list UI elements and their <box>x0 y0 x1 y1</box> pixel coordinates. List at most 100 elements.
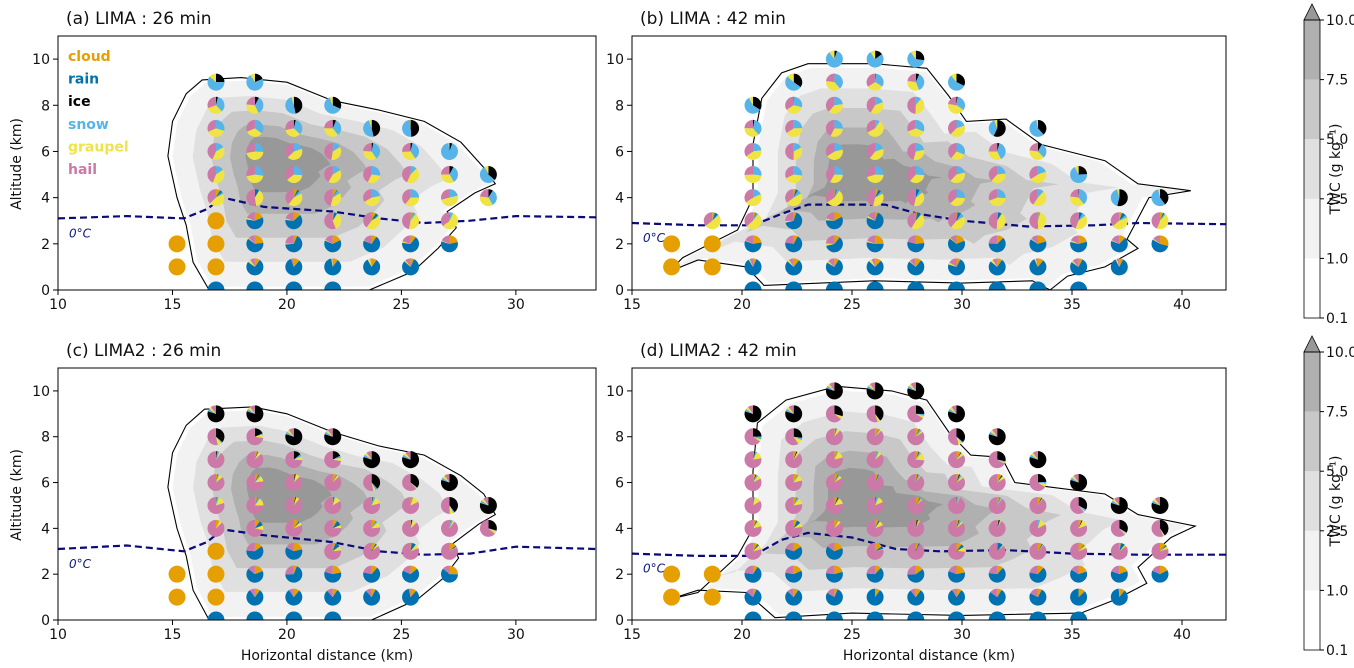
hydrometeor-pie <box>207 611 225 620</box>
hydrometeor-pie <box>825 50 843 68</box>
hydrometeor-pie <box>988 142 1006 160</box>
hydrometeor-pie <box>1070 474 1088 492</box>
hydrometeor-pie <box>1029 166 1047 184</box>
hydrometeor-pie <box>988 496 1006 514</box>
hydrometeor-pie <box>363 142 381 160</box>
hydrometeor-pie <box>907 96 925 114</box>
hydrometeor-pie <box>363 189 381 207</box>
hydrometeor-pie <box>988 451 1006 469</box>
hydrometeor-pie <box>1070 212 1088 230</box>
x-tick-label: 10 <box>49 297 67 313</box>
hydrometeor-pie <box>907 235 925 253</box>
hydrometeor-pie <box>324 428 342 446</box>
x-tick-label: 25 <box>392 297 410 313</box>
hydrometeor-pie <box>907 166 925 184</box>
hydrometeor-pie <box>825 451 843 469</box>
hydrometeor-pie <box>402 189 420 207</box>
hydrometeor-pie <box>285 588 303 606</box>
hydrometeor-pie <box>285 451 303 469</box>
hydrometeor-pie <box>324 212 342 230</box>
hydrometeor-pie <box>866 235 884 253</box>
hydrometeor-pie <box>988 212 1006 230</box>
hydrometeor-pie <box>988 166 1006 184</box>
hydrometeor-pie <box>324 258 342 276</box>
hydrometeor-pie <box>785 542 803 560</box>
hydrometeor-pie <box>744 119 762 137</box>
y-tick-label: 0 <box>615 283 624 299</box>
plot-area <box>58 36 596 290</box>
hydrometeor-pie <box>207 212 225 230</box>
hydrometeor-pie <box>246 519 264 537</box>
hydrometeor-pie <box>785 519 803 537</box>
hydrometeor-pie <box>479 189 497 207</box>
hydrometeor-pie <box>703 212 721 230</box>
freezing-level-label: 0°C <box>69 557 92 571</box>
plot-area <box>632 368 1226 620</box>
hydrometeor-pie <box>663 235 681 253</box>
y-tick-label: 10 <box>606 52 624 68</box>
hydrometeor-pie <box>1070 542 1088 560</box>
hydrometeor-pie <box>866 281 884 290</box>
y-tick-label: 6 <box>615 144 624 160</box>
x-tick-label: 40 <box>1173 627 1191 643</box>
hydrometeor-pie <box>825 496 843 514</box>
hydrometeor-pie <box>907 405 925 423</box>
hydrometeor-pie <box>168 258 186 276</box>
hydrometeor-pie <box>825 281 843 290</box>
hydrometeor-pie <box>907 474 925 492</box>
x-tick-label: 20 <box>733 627 751 643</box>
hydrometeor-pie <box>744 542 762 560</box>
hydrometeor-pie <box>363 565 381 583</box>
hydrometeor-pie <box>785 428 803 446</box>
colorbar-extend-arrow <box>1303 3 1321 21</box>
hydrometeor-pie <box>825 474 843 492</box>
x-tick-label: 30 <box>953 297 971 313</box>
cloud-outline <box>167 406 497 620</box>
hydrometeor-pie <box>988 235 1006 253</box>
hydrometeor-pie <box>324 474 342 492</box>
hydrometeor-pie <box>825 565 843 583</box>
hydrometeor-pie <box>1029 212 1047 230</box>
hydrometeor-pie <box>1110 235 1128 253</box>
hydrometeor-pie <box>246 235 264 253</box>
hydrometeor-pie <box>324 96 342 114</box>
x-tick-label: 15 <box>164 627 182 643</box>
hydrometeor-pie <box>207 496 225 514</box>
colorbar-tick-label: 0.1 <box>1326 311 1348 327</box>
hydrometeor-pie <box>1151 189 1169 207</box>
hydrometeor-pie <box>285 519 303 537</box>
legend-entry-graupel: graupel <box>68 139 129 155</box>
hydrometeor-pie <box>866 96 884 114</box>
hydrometeor-pie <box>324 235 342 253</box>
colorbar-segment <box>1304 198 1320 259</box>
hydrometeor-pie <box>744 611 762 620</box>
y-tick-label: 2 <box>615 237 624 253</box>
hydrometeor-pie <box>907 189 925 207</box>
hydrometeor-pie <box>866 451 884 469</box>
axes-frame <box>631 35 1227 291</box>
hydrometeor-pie <box>825 428 843 446</box>
hydrometeor-pie <box>285 281 303 290</box>
hydrometeor-pie <box>402 474 420 492</box>
hydrometeor-pie <box>246 565 264 583</box>
hydrometeor-pie <box>948 96 966 114</box>
hydrometeor-pie <box>440 142 458 160</box>
hydrometeor-pie <box>948 428 966 446</box>
hydrometeor-pie <box>324 166 342 184</box>
hydrometeor-pie <box>1151 519 1169 537</box>
y-tick-label: 0 <box>41 283 50 299</box>
hydrometeor-pie <box>1029 235 1047 253</box>
hydrometeor-pie <box>1029 565 1047 583</box>
colorbar-bottom: 0.1 1.0 2.5 5.0 7.5 10.0 TWC (g kg⁻¹) <box>1303 335 1354 659</box>
hydrometeor-pie <box>988 189 1006 207</box>
hydrometeor-pie <box>948 142 966 160</box>
hydrometeor-pie <box>948 451 966 469</box>
hydrometeor-pie <box>825 212 843 230</box>
hydrometeor-pie <box>988 474 1006 492</box>
hydrometeor-pie <box>363 166 381 184</box>
hydrometeor-pie <box>947 474 965 492</box>
hydrometeor-pie <box>948 565 966 583</box>
x-tick-label: 40 <box>1173 297 1191 313</box>
hydrometeor-pie <box>785 611 803 620</box>
